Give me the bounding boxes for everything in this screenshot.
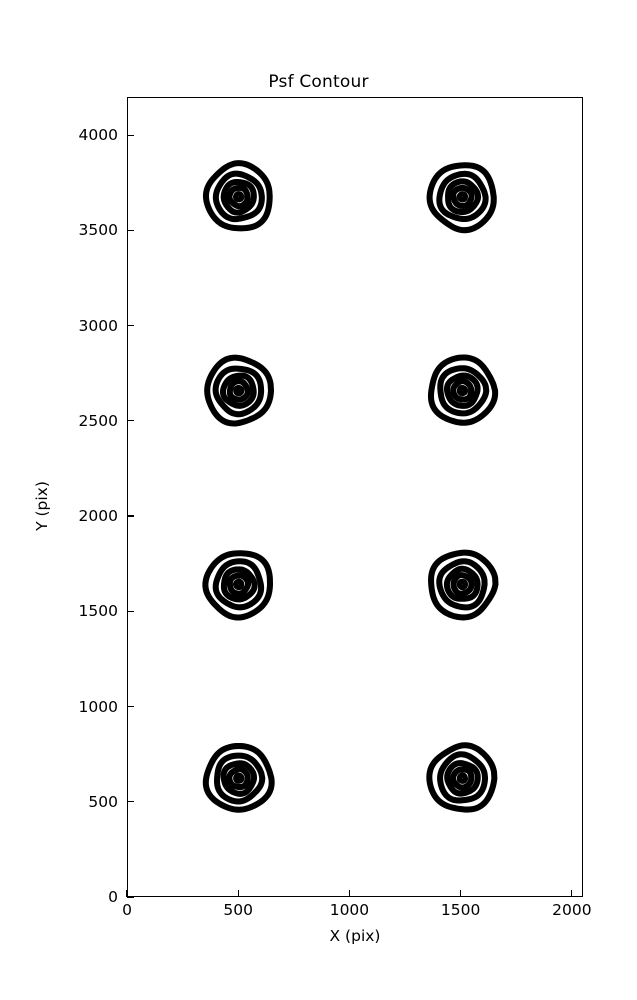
contour-level-0	[429, 745, 494, 809]
contour-level-2	[224, 569, 255, 599]
y-axis-tick	[127, 896, 134, 898]
y-axis-tick	[127, 515, 134, 517]
y-axis-tick-label: 500	[88, 792, 118, 811]
contour-level-3	[453, 769, 471, 787]
y-axis-tick-label: 4000	[78, 126, 118, 145]
contour-level-1	[216, 561, 261, 607]
y-axis-tick	[127, 420, 134, 422]
y-axis-tick-label: 3000	[78, 316, 118, 335]
contour-canvas	[128, 98, 582, 896]
contour-level-2	[224, 763, 254, 794]
contour-level-1	[216, 369, 261, 415]
contour-level-3	[453, 381, 471, 399]
x-axis-tick-label: 500	[223, 901, 254, 919]
x-axis-tick	[126, 890, 128, 897]
contour-level-4	[460, 776, 465, 781]
contour-level-0	[207, 358, 271, 424]
y-axis-tick	[127, 325, 134, 327]
psf-source-contour	[206, 163, 270, 228]
contour-level-0	[205, 553, 270, 617]
y-axis-tick	[127, 705, 134, 708]
y-axis-tick	[127, 801, 134, 803]
psf-source-contour	[430, 165, 494, 230]
contour-level-0	[431, 357, 495, 422]
contour-level-1	[439, 561, 484, 607]
y-axis-tick	[127, 229, 134, 231]
contour-level-2	[448, 181, 478, 212]
y-axis-tick	[127, 610, 134, 612]
x-axis-tick	[237, 890, 239, 897]
contour-level-0	[430, 165, 494, 230]
contour-level-2	[447, 375, 478, 405]
contour-level-1	[439, 174, 485, 219]
contour-level-0	[206, 163, 270, 228]
contour-level-2	[447, 763, 478, 793]
psf-source-contour	[205, 553, 270, 617]
y-axis-tick-label: 2000	[78, 507, 118, 526]
contour-level-1	[440, 368, 486, 413]
contour-level-0	[206, 746, 272, 810]
contour-level-1	[216, 174, 262, 219]
y-axis-tick-label: 1000	[78, 697, 118, 716]
plot-title: Psf Contour	[268, 72, 369, 92]
contour-level-3	[229, 769, 247, 787]
contour-level-1	[440, 754, 485, 800]
contour-level-4	[236, 194, 241, 199]
x-axis-tick-label: 1500	[440, 901, 481, 919]
psf-source-contour	[431, 357, 495, 422]
x-axis-tick-label: 2000	[552, 901, 592, 919]
psf-source-contour	[431, 553, 495, 618]
y-axis-tick	[127, 134, 134, 136]
contour-level-4	[236, 388, 241, 393]
contour-level-3	[453, 188, 471, 206]
psf-source-contour	[206, 746, 272, 810]
x-axis-label: X (pix)	[329, 927, 381, 945]
contour-level-4	[236, 582, 241, 587]
y-axis-tick-label: 0	[108, 888, 118, 906]
contour-level-3	[454, 575, 472, 594]
y-axis-tick-label: 3500	[78, 221, 118, 240]
x-axis-tick	[348, 890, 350, 897]
x-axis-tick-label: 0	[122, 901, 132, 919]
y-axis-tick-label: 1500	[78, 602, 118, 621]
contour-level-3	[230, 381, 248, 399]
x-axis-tick	[571, 890, 573, 897]
contour-level-2	[447, 569, 478, 599]
contour-level-0	[431, 553, 495, 618]
contour-level-4	[460, 194, 465, 199]
x-axis-tick	[460, 890, 462, 897]
psf-source-contour	[207, 358, 271, 424]
contour-level-3	[230, 575, 248, 593]
contour-level-4	[460, 388, 465, 393]
psf-source-contour	[429, 745, 494, 809]
y-axis-label: Y (pix)	[33, 481, 51, 531]
contour-level-2	[224, 182, 254, 213]
y-axis-tick-label: 2500	[78, 411, 118, 430]
contour-level-4	[460, 582, 465, 587]
contour-level-4	[236, 775, 241, 780]
plot-axes-frame	[127, 97, 583, 897]
x-axis-tick-label: 1000	[329, 901, 370, 919]
contour-level-2	[223, 376, 254, 406]
contour-level-3	[229, 188, 247, 206]
contour-level-1	[217, 756, 262, 802]
